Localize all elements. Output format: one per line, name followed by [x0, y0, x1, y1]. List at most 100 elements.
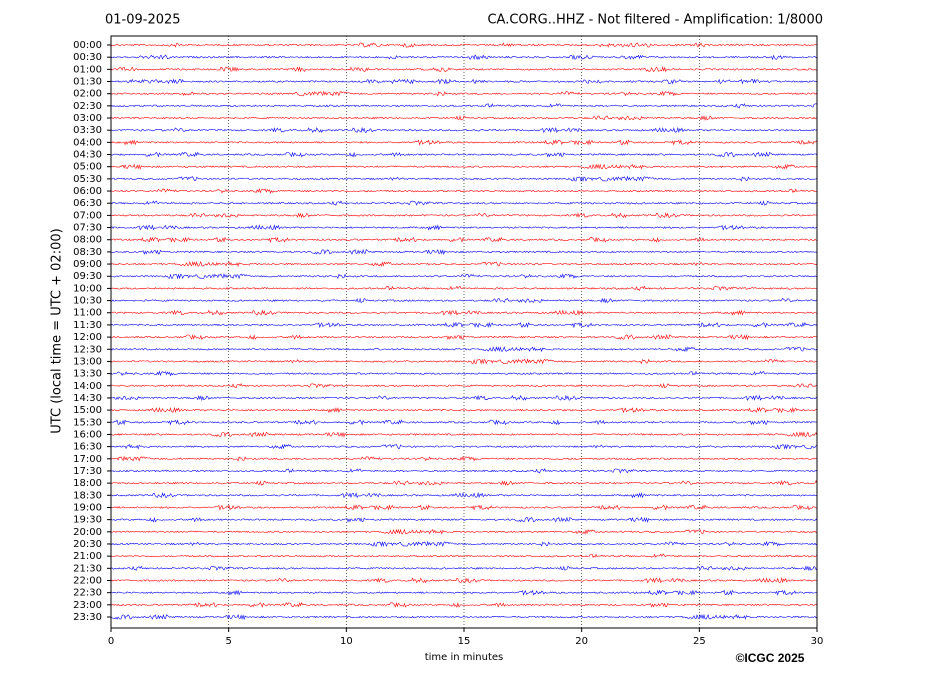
y-tick-label: 06:30 — [73, 198, 102, 209]
seismic-trace — [110, 163, 818, 170]
y-tick-label: 11:30 — [73, 320, 102, 331]
seismic-trace — [110, 480, 818, 486]
y-tick-label: 08:30 — [73, 247, 102, 258]
seismic-trace — [110, 90, 818, 97]
y-tick-label: 23:00 — [73, 600, 102, 611]
y-tick-label: 19:00 — [73, 502, 102, 513]
seismic-trace — [110, 504, 818, 511]
seismic-trace — [110, 139, 818, 146]
y-tick-label: 13:30 — [73, 369, 102, 380]
seismic-trace — [110, 54, 818, 61]
y-tick-label: 03:00 — [73, 113, 102, 124]
y-tick-label: 07:30 — [73, 223, 102, 234]
y-tick-label: 16:00 — [73, 429, 102, 440]
seismic-trace — [110, 419, 818, 426]
seismic-trace — [110, 212, 818, 219]
seismic-trace — [110, 455, 818, 462]
seismic-trace — [110, 42, 818, 48]
y-axis-label: UTC (local time = UTC + 02:00) — [50, 228, 65, 433]
y-tick-label: 07:00 — [73, 210, 102, 221]
seismic-trace — [110, 248, 818, 256]
seismic-trace — [110, 589, 818, 596]
seismic-trace — [110, 613, 818, 621]
x-axis-label: time in minutes — [425, 652, 504, 663]
seismic-trace — [111, 491, 818, 499]
y-tick-label: 08:00 — [73, 235, 102, 246]
seismic-trace — [110, 273, 818, 280]
plot-area — [110, 36, 818, 628]
y-tick-label: 01:30 — [73, 77, 102, 88]
y-tick-label: 20:00 — [73, 527, 102, 538]
date-title: 01-09-2025 — [105, 13, 181, 28]
credit: ©ICGC 2025 — [736, 651, 805, 665]
seismic-trace — [110, 577, 818, 584]
y-tick-label: 10:30 — [73, 296, 102, 307]
seismic-trace — [110, 370, 818, 377]
axes-frame — [110, 35, 818, 629]
y-tick-label: 05:00 — [73, 162, 102, 173]
seismic-trace — [110, 601, 818, 608]
seismic-trace — [110, 468, 818, 474]
x-tick-label: 10 — [340, 636, 353, 647]
seismic-trace — [110, 443, 818, 450]
y-tick-label: 19:30 — [73, 515, 102, 526]
y-tick-label: 02:00 — [73, 89, 102, 100]
x-tick-label: 5 — [225, 636, 231, 647]
y-tick-label: 20:30 — [73, 539, 102, 550]
y-tick-label: 11:00 — [73, 308, 102, 319]
seismic-trace — [110, 540, 818, 548]
x-tick-label: 30 — [811, 636, 824, 647]
y-tick-label: 21:00 — [73, 551, 102, 562]
seismic-trace — [110, 382, 818, 389]
y-tick-label: 14:30 — [73, 393, 102, 404]
y-tick-label: 04:00 — [73, 137, 102, 148]
seismic-trace — [110, 297, 818, 304]
x-tick-label: 20 — [575, 636, 588, 647]
seismic-trace — [110, 528, 818, 535]
y-tick-label: 09:30 — [73, 271, 102, 282]
y-tick-label: 16:30 — [73, 442, 102, 453]
seismic-trace — [110, 66, 818, 73]
y-tick-label: 01:00 — [73, 64, 102, 75]
seismic-trace — [110, 334, 818, 341]
seismic-trace — [110, 358, 818, 365]
y-tick-label: 15:30 — [73, 417, 102, 428]
seismic-trace — [111, 309, 818, 316]
y-tick-label: 21:30 — [73, 563, 102, 574]
y-tick-label: 05:30 — [73, 174, 102, 185]
y-tick-label: 15:00 — [73, 405, 102, 416]
seismic-trace — [110, 431, 818, 438]
seismic-trace — [110, 406, 818, 414]
y-tick-label: 10:00 — [73, 283, 102, 294]
seismic-trace — [110, 78, 818, 85]
seismic-trace — [110, 115, 818, 121]
y-tick-label: 17:30 — [73, 466, 102, 477]
y-tick-label: 12:00 — [73, 332, 102, 343]
seismic-trace — [110, 236, 818, 243]
seismic-trace — [111, 175, 818, 182]
chart-title: CA.CORG..HHZ - Not filtered - Amplificat… — [487, 13, 823, 28]
y-tick-label: 22:00 — [73, 575, 102, 586]
seismic-trace — [110, 565, 818, 572]
y-tick-label: 04:30 — [73, 150, 102, 161]
seismic-trace — [110, 285, 818, 291]
seismic-trace — [110, 188, 818, 194]
seismic-trace — [110, 553, 818, 559]
y-tick-label: 17:00 — [73, 454, 102, 465]
seismic-trace — [110, 516, 818, 523]
x-tick-label: 0 — [108, 636, 114, 647]
seismic-trace — [110, 200, 818, 206]
y-tick-label: 18:00 — [73, 478, 102, 489]
y-tick-label: 00:00 — [73, 40, 102, 51]
seismic-trace — [110, 346, 818, 353]
y-tick-label: 09:00 — [73, 259, 102, 270]
seismic-trace — [110, 126, 818, 134]
seismic-trace — [110, 260, 818, 267]
seismic-trace — [110, 103, 818, 109]
y-tick-label: 23:30 — [73, 612, 102, 623]
y-tick-label: 14:00 — [73, 381, 102, 392]
y-tick-label: 18:30 — [73, 490, 102, 501]
y-tick-label: 06:00 — [73, 186, 102, 197]
y-tick-label: 00:30 — [73, 52, 102, 63]
